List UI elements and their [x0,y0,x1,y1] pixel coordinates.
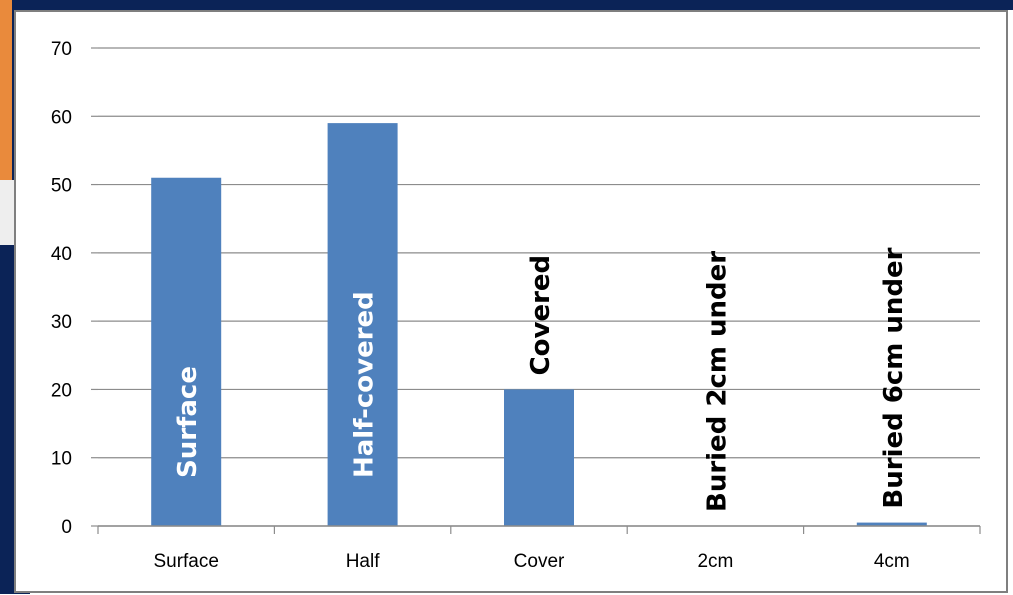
x-tick-label: Half [346,551,381,572]
bar-data-label: Buried 2cm under [702,251,732,512]
bar-data-label: Surface [173,366,203,478]
bar-4cm [856,522,927,526]
y-tick-label: 70 [51,39,72,60]
bar-surface [151,177,222,526]
y-tick-label: 0 [61,517,72,538]
y-tick-label: 20 [51,380,72,401]
y-tick-label: 10 [51,449,72,470]
bar-data-label: Half-covered [350,291,380,478]
bar-cover [504,389,574,526]
x-tick-label: Cover [514,551,565,572]
y-tick-label: 40 [51,244,72,265]
labels: 0 10 20 30 40 50 60 70 Surface Surface Half Half-co… [51,39,910,572]
bars [151,123,927,526]
background-orange-strip [0,0,12,180]
background-top-bar [30,0,1013,10]
bar-half [327,123,398,526]
y-tick-label: 30 [51,312,72,333]
x-tick-label: 2cm [697,551,733,572]
x-tick-label: 4cm [874,551,910,572]
x-tick-label: Surface [153,551,218,572]
bar-chart: 0 10 20 30 40 50 60 70 Surface Surface Half Half-co… [51,39,981,572]
axes [91,47,981,534]
y-tick-label: 50 [51,176,72,197]
y-tick-label: 60 [51,107,72,128]
chart-frame: 0 10 20 30 40 50 60 70 Surface Surface Half Half-co… [14,10,1008,593]
bar-data-label: Covered [526,255,556,376]
bar-data-label: Buried 6cm under [879,247,909,508]
